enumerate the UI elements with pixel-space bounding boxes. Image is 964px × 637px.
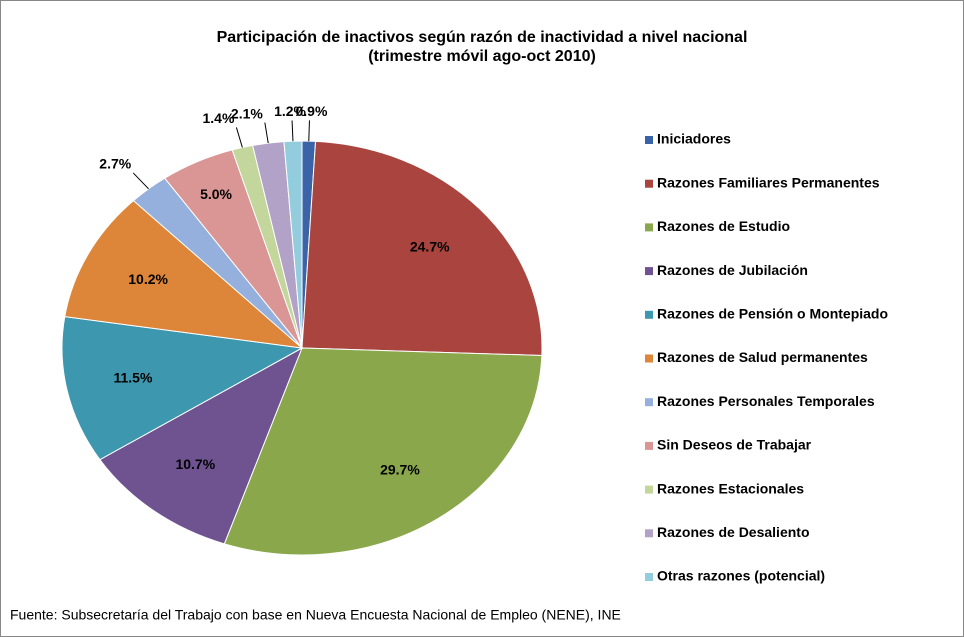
legend-swatch	[645, 179, 653, 188]
pie-slice	[223, 347, 543, 556]
legend-label: Razones de Salud permanentes	[657, 349, 868, 365]
legend-label: Razones de Pensión o Montepiado	[657, 306, 888, 322]
data-label: 2.7%	[99, 156, 131, 172]
legend-swatch	[645, 441, 653, 450]
legend-label: Razones Personales Temporales	[657, 393, 875, 409]
legend-swatch	[645, 310, 653, 319]
legend-label: Sin Deseos de Trabajar	[657, 437, 812, 453]
data-label: 10.7%	[175, 456, 215, 472]
legend-label: Razones de Desaliento	[657, 524, 810, 540]
source-note: Fuente: Subsecretaría del Trabajo con ba…	[10, 607, 621, 623]
chart-subtitle: (trimestre móvil ago-oct 2010)	[368, 48, 596, 65]
pie-slice	[61, 316, 304, 461]
pie-slice	[301, 140, 543, 356]
data-label: 29.7%	[380, 461, 420, 477]
leader-line	[308, 120, 310, 142]
data-label: 24.7%	[410, 238, 450, 254]
data-label: 10.2%	[128, 271, 168, 287]
data-label: 2.1%	[231, 105, 263, 121]
data-label: 1.2%	[274, 103, 306, 119]
leader-line	[132, 172, 149, 190]
legend-label: Razones de Jubilación	[657, 262, 808, 278]
legend-swatch	[645, 398, 653, 407]
data-label: 11.5%	[113, 370, 152, 386]
legend-label: Razones Familiares Permanentes	[657, 174, 880, 190]
legend-label: Otras razones (potencial)	[657, 568, 825, 584]
legend-label: Razones Estacionales	[657, 480, 804, 496]
legend-swatch	[645, 573, 653, 581]
legend-swatch	[645, 485, 653, 494]
legend-swatch	[645, 354, 653, 363]
leader-line	[235, 127, 243, 148]
pie-slice	[64, 199, 304, 349]
leader-line	[264, 122, 269, 144]
data-label: 0.9%	[295, 103, 327, 119]
legend-label: Iniciadores	[657, 131, 731, 147]
legend-swatch	[645, 136, 653, 144]
leader-line	[291, 120, 294, 142]
pie-slice	[99, 346, 303, 545]
legend-swatch	[645, 267, 653, 276]
legend-label: Razones de Estudio	[657, 218, 790, 234]
chart-title: Participación de inactivos según razón d…	[217, 29, 748, 46]
legend-swatch	[645, 223, 653, 232]
pie-slice	[283, 140, 303, 349]
data-label: 5.0%	[200, 186, 232, 202]
data-label: 1.4%	[202, 110, 234, 126]
legend-swatch	[645, 529, 653, 538]
